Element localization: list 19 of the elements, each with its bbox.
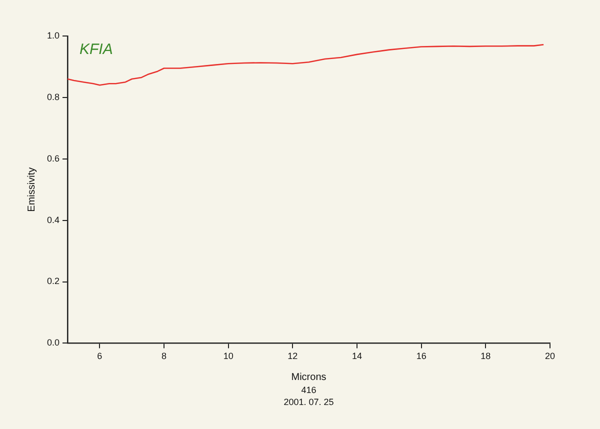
x-tick-label: 10 <box>223 351 234 362</box>
y-tick-label: 0.4 <box>46 214 60 225</box>
x-tick-label: 16 <box>416 351 426 362</box>
text: 416 <box>301 385 316 396</box>
y-tick-label: 0.6 <box>46 153 60 164</box>
y-tick-label: 0.0 <box>46 338 60 348</box>
y-tick-label: 0.2 <box>46 276 60 286</box>
y-axis-title: Emissivity <box>26 167 38 212</box>
x-axis-title: Microns <box>291 372 326 384</box>
annotation: KFIA <box>80 41 113 58</box>
text: 2001. 07. 25 <box>284 397 334 408</box>
y-tick-label: 0.8 <box>46 92 60 102</box>
x-tick-label: 14 <box>352 351 362 362</box>
y-tick-label: 1.0 <box>46 30 60 40</box>
x-tick-label: 20 <box>544 351 556 362</box>
x-tick-label: 18 <box>480 351 491 362</box>
x-tick-label: 6 <box>97 351 102 362</box>
x-tick-label: 8 <box>162 351 167 362</box>
x-tick-label: 12 <box>288 351 298 362</box>
